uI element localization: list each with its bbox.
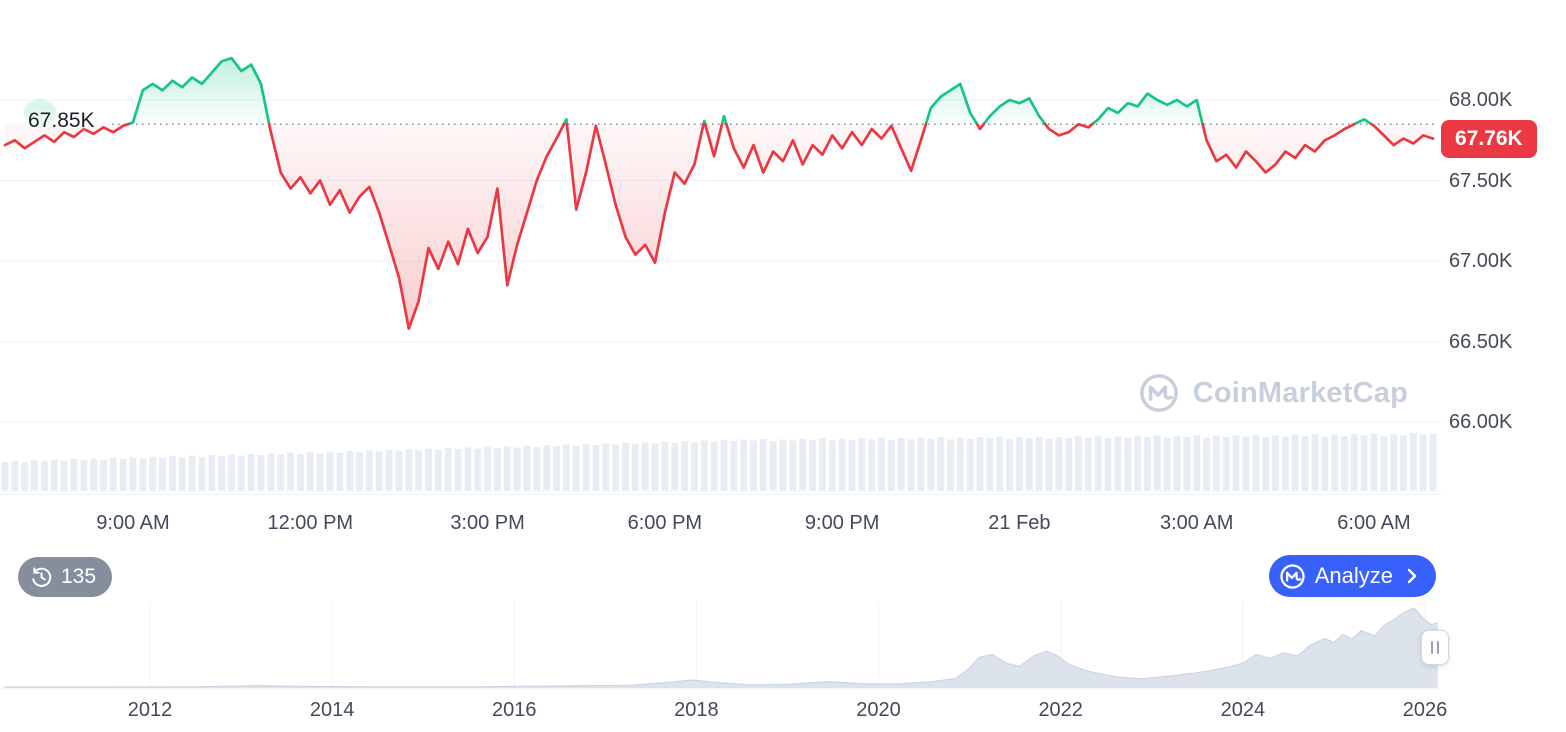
price-chart-canvas[interactable]	[0, 0, 1441, 500]
watermark-fragment	[24, 99, 56, 126]
range-navigator: 2012 2014 2016 2018 2020 2022 2024 2026	[0, 602, 1566, 732]
x-axis-tick: 3:00 AM	[1160, 512, 1234, 534]
navigator-canvas[interactable]	[0, 602, 1441, 690]
x-axis-tick: 12:00 PM	[267, 512, 354, 534]
x-axis-tick: 6:00 AM	[1337, 512, 1411, 534]
x-axis-tick: 21 Feb	[988, 512, 1051, 534]
x-axis: 9:00 AM 12:00 PM 3:00 PM 6:00 PM 9:00 PM 21 F…	[0, 512, 1441, 542]
navigator-year-tick: 2022	[1038, 699, 1083, 721]
x-axis-tick: 3:00 PM	[450, 512, 525, 534]
coinmarketcap-logo-icon	[1280, 563, 1305, 589]
last-price-badge: 67.76K	[1441, 119, 1537, 158]
navigator-year-tick: 2018	[674, 699, 719, 721]
navigator-year-tick: 2026	[1402, 699, 1448, 721]
navigator-right-handle[interactable]	[1421, 630, 1449, 665]
navigator-year-tick: 2016	[492, 699, 537, 721]
chart-toolbar: 135 Analyze	[0, 555, 1566, 599]
handle-grip-icon	[1431, 641, 1433, 654]
analyze-button[interactable]: Analyze	[1268, 555, 1436, 597]
y-axis-tick: 66.50K	[1449, 330, 1513, 353]
history-clock-icon	[32, 566, 52, 587]
refresh-countdown-badge[interactable]: 135	[18, 557, 113, 597]
y-axis-tick: 68.00K	[1449, 89, 1513, 111]
x-axis-tick: 9:00 AM	[96, 512, 170, 534]
baseline-price-label: 67.85K	[28, 109, 95, 133]
watermark: CoinMarketCap	[1138, 372, 1408, 414]
y-axis-tick: 67.50K	[1449, 169, 1513, 192]
navigator-year-tick: 2014	[309, 699, 355, 721]
coinmarketcap-logo-icon	[1139, 374, 1178, 412]
x-axis-tick: 6:00 PM	[627, 512, 703, 534]
watermark-text: CoinMarketCap	[1192, 376, 1408, 409]
navigator-year-tick: 2020	[856, 699, 901, 721]
refresh-countdown-value: 135	[61, 565, 97, 588]
y-axis-tick: 66.00K	[1449, 411, 1513, 433]
axis-divider	[0, 494, 1441, 495]
navigator-year-axis: 2012 2014 2016 2018 2020 2022 2024 2026	[0, 699, 1447, 725]
navigator-year-tick: 2012	[127, 699, 173, 721]
handle-grip-icon	[1437, 641, 1439, 654]
navigator-year-tick: 2024	[1220, 699, 1266, 721]
y-axis-tick: 67.00K	[1449, 250, 1513, 272]
chevron-right-icon	[1407, 568, 1417, 584]
x-axis-tick: 9:00 PM	[804, 512, 880, 534]
analyze-label: Analyze	[1314, 563, 1393, 588]
y-axis: 68.00K 67.50K 67.00K 66.50K 66.00K	[1449, 0, 1566, 500]
